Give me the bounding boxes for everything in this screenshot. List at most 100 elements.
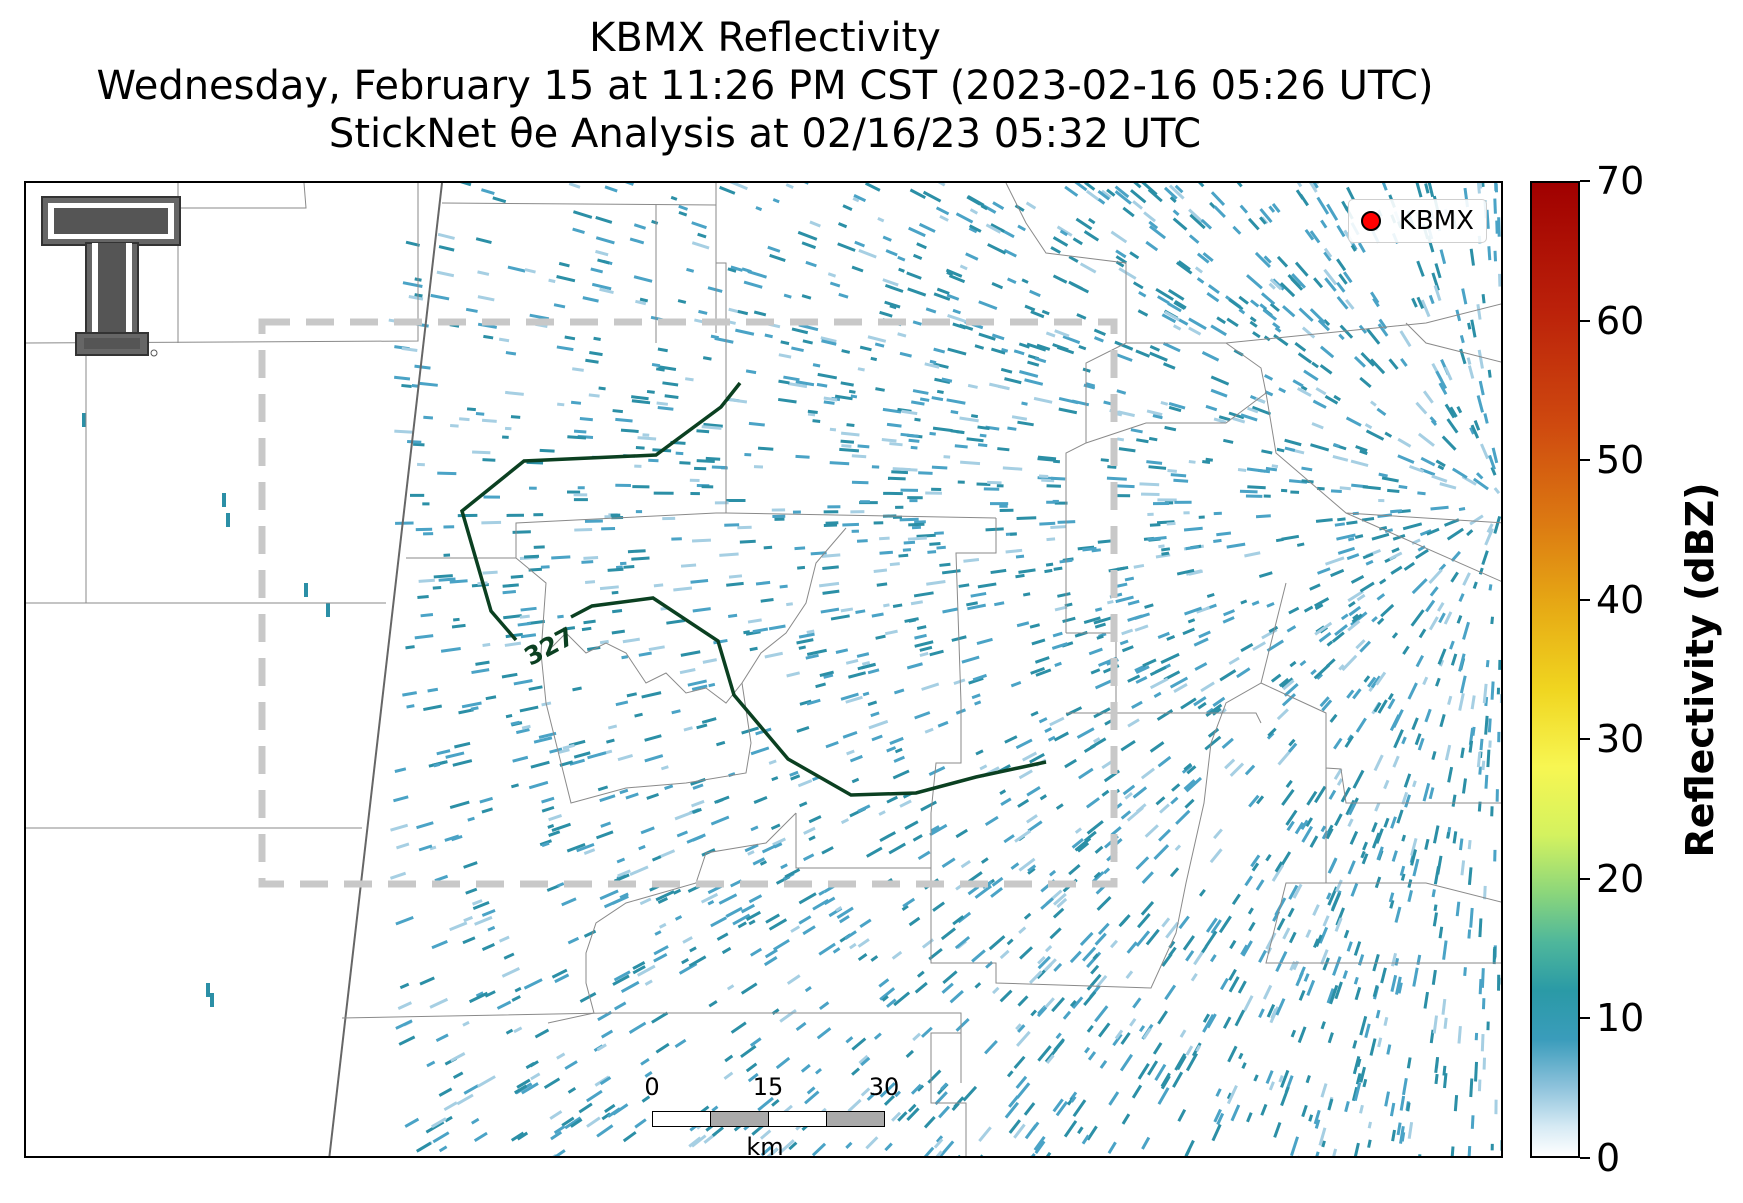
echo-bin [389, 871, 407, 880]
echo-bin [619, 788, 629, 795]
echo-bin [1434, 1056, 1440, 1073]
echo-bin [1447, 695, 1453, 705]
echo-bin [894, 1090, 902, 1098]
echo-bin [823, 510, 839, 514]
scale-tick-30: 30 [868, 1073, 900, 1101]
echo-bin [1422, 390, 1434, 404]
echo-bin [708, 682, 716, 688]
echo-bin [1093, 328, 1106, 336]
echo-bin [1420, 456, 1436, 467]
echo-bin [946, 1154, 962, 1156]
echo-bin [1050, 476, 1066, 481]
echo-bin [835, 906, 843, 912]
echo-bin [1268, 205, 1276, 213]
echo-bin [967, 603, 986, 611]
echo-bin [1167, 288, 1185, 301]
echo-bin [393, 375, 411, 381]
echo-bin [1268, 282, 1276, 290]
echo-bin [562, 626, 576, 631]
echo-bin [1001, 347, 1009, 353]
echo-bin [700, 892, 719, 904]
echo-bin [990, 347, 1006, 355]
echo-bin [1083, 830, 1097, 843]
echo-bin [1311, 361, 1319, 369]
echo-bin [436, 270, 455, 278]
echo-bin [999, 949, 1010, 960]
echo-bin [860, 1056, 871, 1067]
echo-bin [721, 466, 728, 470]
echo-bin [1361, 853, 1369, 865]
echo-bin [501, 966, 520, 978]
echo-bin [908, 438, 920, 443]
echo-bin [908, 916, 921, 927]
echo-bin [482, 458, 496, 462]
echo-bin [1313, 1109, 1321, 1125]
echo-bin [691, 221, 707, 230]
echo-bin [530, 1072, 541, 1081]
echo-bin [910, 600, 923, 606]
echo-bin [1213, 1108, 1222, 1123]
echo-bin [800, 1063, 811, 1073]
echo-bin [583, 929, 597, 938]
county-line [1260, 682, 1501, 804]
echo-bin [1162, 362, 1176, 370]
echo-bin [753, 796, 768, 804]
echo-bin [1342, 970, 1348, 979]
echo-bin [416, 821, 434, 830]
echo-bin [696, 429, 710, 434]
echo-bin [988, 935, 1006, 951]
echo-bin [411, 384, 419, 388]
echo-bin [1268, 625, 1279, 634]
echo-bin [570, 400, 582, 405]
echo-bin [689, 946, 697, 953]
legend: KBMX [1347, 199, 1487, 243]
echo-bin [1269, 278, 1283, 291]
echo-bin [401, 383, 412, 389]
echo-bin [1494, 1099, 1498, 1115]
echo-bin [395, 1019, 413, 1030]
echo-bin [1325, 828, 1334, 840]
echo-bin [595, 249, 609, 257]
echo-bin [771, 508, 786, 512]
echo-bin [1364, 423, 1373, 430]
echo-bin [502, 583, 519, 588]
echo-bin [1384, 431, 1393, 438]
echo-bin [619, 892, 629, 899]
echo-bin [1121, 628, 1134, 636]
echo-bin [1152, 502, 1170, 506]
radar-map[interactable]: 327 KBMX 0 15 30 km [24, 181, 1503, 1158]
echo-bin [1015, 1023, 1022, 1031]
echo-bin [472, 450, 491, 455]
echo-bin [845, 695, 863, 704]
echo-bin [481, 943, 496, 952]
echo-bin [449, 921, 468, 932]
echo-bin [889, 442, 903, 447]
echo-bin [1240, 413, 1258, 422]
echo-bin [1092, 871, 1105, 883]
echo-bin [726, 984, 735, 991]
echo-bin [873, 1032, 882, 1040]
echo-bin [674, 1038, 687, 1049]
echo-bin [419, 381, 438, 387]
echo-bin [1305, 183, 1318, 193]
echo-bin [935, 206, 950, 216]
echo-bin [965, 252, 979, 261]
echo-bin [481, 520, 502, 525]
echo-bin [928, 765, 946, 776]
title-radar: KBMX Reflectivity [589, 15, 941, 61]
echo-bin [924, 362, 940, 369]
echo-bin [788, 1141, 798, 1151]
echo-bin [625, 792, 639, 800]
echo-bin [1392, 709, 1404, 729]
echo-bin [1416, 954, 1422, 966]
echo-bin [1469, 248, 1475, 266]
echo-bin [725, 906, 743, 918]
echo-bin [1410, 838, 1418, 856]
echo-bin [1317, 567, 1331, 575]
echo-bin [1142, 658, 1157, 668]
echo-bin [1488, 454, 1496, 470]
echo-bin [534, 1028, 550, 1039]
echo-bin [664, 784, 674, 790]
echo-bin [1078, 344, 1087, 351]
echo-bin [1424, 708, 1432, 723]
